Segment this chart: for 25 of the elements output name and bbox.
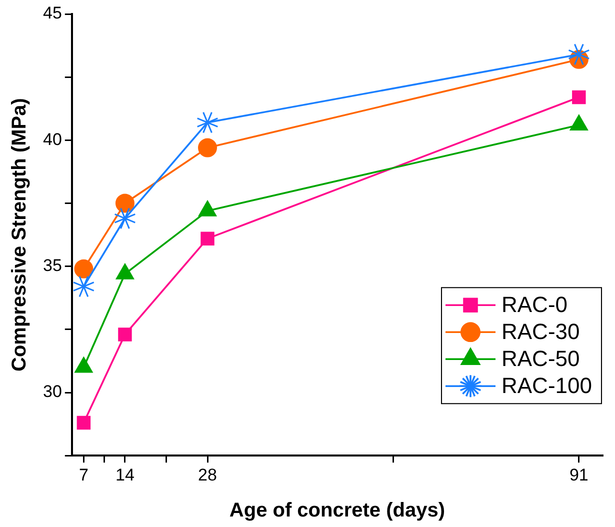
point [568, 43, 590, 66]
x-tick-label: 7 [78, 465, 88, 484]
x-axis-title: Age of concrete (days) [229, 500, 446, 522]
y-tick-label: 30 [42, 382, 62, 402]
point [118, 328, 132, 342]
point [115, 194, 134, 213]
point [196, 112, 218, 134]
y-tick-label: 45 [42, 4, 62, 23]
point [76, 416, 91, 430]
y-tick-label: 40 [42, 130, 62, 149]
point [198, 138, 218, 158]
point [114, 207, 136, 230]
point [72, 276, 95, 298]
point [572, 90, 586, 104]
legend-label: RAC-30 [502, 319, 580, 344]
point [74, 259, 94, 278]
legend-label: RAC-0 [502, 292, 568, 318]
legend-label: RAC-50 [502, 346, 580, 372]
y-tick-label: 35 [42, 256, 62, 276]
legend-label: RAC-100 [502, 373, 592, 398]
y-axis-title: Compressive Strength (MPa) [8, 98, 31, 372]
x-tick-label: 91 [569, 465, 588, 484]
x-tick-label: 14 [116, 465, 134, 484]
x-tick-label: 28 [198, 465, 217, 484]
point [200, 232, 214, 246]
